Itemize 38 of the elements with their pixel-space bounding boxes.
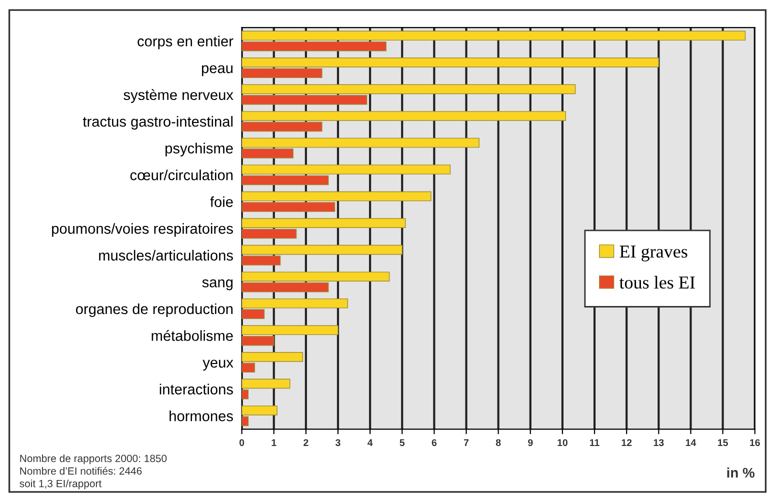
- y-tick-label: cœur/circulation: [130, 170, 233, 180]
- x-axis-title: in %: [727, 467, 754, 478]
- y-tick-label: sang: [202, 279, 233, 290]
- y-tick-label: tractus gastro-intestinal: [82, 116, 232, 130]
- x-tick-label: 14: [686, 439, 696, 446]
- y-tick-label: système nerveux: [124, 89, 234, 103]
- x-tick-label: 1: [272, 439, 276, 446]
- x-tick-label: 13: [654, 439, 664, 446]
- x-tick-label: 8: [496, 439, 501, 446]
- y-tick-label: corps en entier: [138, 36, 234, 50]
- x-tick-label: 3: [336, 439, 340, 446]
- y-tick-label: foie: [210, 196, 233, 208]
- x-tick-label: 2: [304, 439, 308, 446]
- y-tick-label: yeux: [202, 360, 234, 371]
- x-tick-label: 15: [718, 439, 728, 446]
- x-tick-label: 5: [400, 439, 405, 446]
- x-tick-label: 10: [558, 439, 568, 446]
- text: soit 1,3 EI/rapport: [20, 480, 102, 490]
- x-tick-label: 0: [239, 439, 244, 446]
- x-tick-label: 16: [750, 439, 760, 446]
- y-tick-label: muscles/articulations: [99, 250, 233, 261]
- legend-label: EI graves: [620, 246, 688, 262]
- legend-label: tous les EI: [619, 276, 695, 289]
- x-tick-label: 9: [528, 439, 533, 446]
- x-tick-label: 6: [432, 439, 437, 446]
- text: Nombre d’EI notifiés: 2446: [20, 466, 142, 475]
- y-tick-label: psychisme: [166, 142, 233, 156]
- x-tick-label: 4: [368, 439, 373, 446]
- y-tick-label: peau: [202, 65, 232, 76]
- y-tick-label: interactions: [160, 384, 233, 394]
- y-tick-label: métabolisme: [152, 330, 233, 341]
- y-tick-label: organes de reproduction: [76, 303, 233, 318]
- text: Nombre de rapports 2000: 1850: [20, 454, 167, 464]
- x-tick-label: 7: [464, 439, 469, 446]
- y-tick-label: poumons/voies respiratoires: [52, 223, 233, 237]
- x-tick-label: 11: [590, 439, 600, 446]
- x-tick-label: 12: [622, 439, 632, 446]
- y-tick-label: hormones: [170, 410, 233, 422]
